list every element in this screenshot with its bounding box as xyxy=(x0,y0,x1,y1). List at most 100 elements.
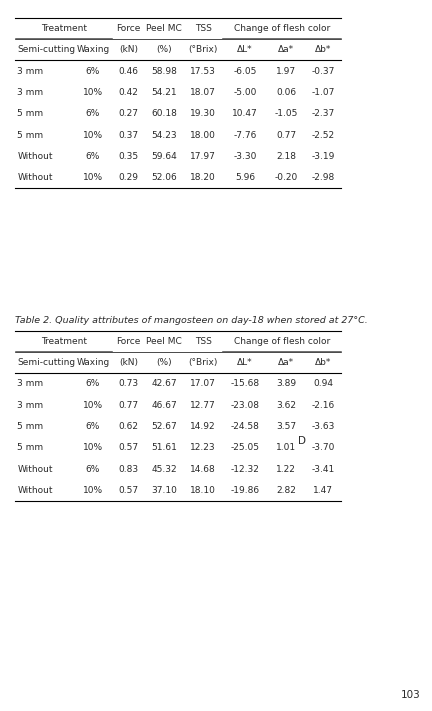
Text: -3.30: -3.30 xyxy=(233,152,257,161)
Text: 0.27: 0.27 xyxy=(118,109,139,118)
Text: 12.77: 12.77 xyxy=(190,401,216,410)
Text: -3.41: -3.41 xyxy=(311,465,334,474)
Text: -6.05: -6.05 xyxy=(233,67,257,75)
Text: (°Brix): (°Brix) xyxy=(188,46,218,54)
Text: 3.89: 3.89 xyxy=(276,380,296,388)
Text: 0.06: 0.06 xyxy=(276,88,296,97)
Text: 10%: 10% xyxy=(83,88,103,97)
Text: 2.18: 2.18 xyxy=(276,152,296,161)
Text: 5 mm: 5 mm xyxy=(17,444,43,452)
Text: (%): (%) xyxy=(156,46,172,54)
Text: 0.46: 0.46 xyxy=(118,67,139,75)
Text: -3.63: -3.63 xyxy=(311,422,335,431)
Text: 58.98: 58.98 xyxy=(151,67,177,75)
Text: 0.77: 0.77 xyxy=(118,401,139,410)
Text: 18.10: 18.10 xyxy=(190,486,216,495)
Text: Without: Without xyxy=(17,152,53,161)
Text: 60.18: 60.18 xyxy=(151,109,177,118)
Text: -1.05: -1.05 xyxy=(274,109,298,118)
Text: 10%: 10% xyxy=(83,401,103,410)
Text: D: D xyxy=(299,436,306,446)
Text: Treatment: Treatment xyxy=(41,337,87,346)
Text: 14.68: 14.68 xyxy=(190,465,216,474)
Text: Force: Force xyxy=(116,24,141,33)
Text: Δb*: Δb* xyxy=(315,46,331,54)
Text: 14.92: 14.92 xyxy=(190,422,216,431)
Text: TSS: TSS xyxy=(194,337,212,346)
Text: 3 mm: 3 mm xyxy=(17,380,43,388)
Text: 52.67: 52.67 xyxy=(151,422,177,431)
Text: 6%: 6% xyxy=(86,380,100,388)
Text: 3.62: 3.62 xyxy=(276,401,296,410)
Text: -23.08: -23.08 xyxy=(231,401,260,410)
Text: 10.47: 10.47 xyxy=(232,109,258,118)
Text: -3.70: -3.70 xyxy=(311,444,335,452)
Text: Change of flesh color: Change of flesh color xyxy=(234,24,330,33)
Text: 0.37: 0.37 xyxy=(118,131,139,139)
Text: Without: Without xyxy=(17,486,53,495)
Text: 0.35: 0.35 xyxy=(118,152,139,161)
Text: 18.07: 18.07 xyxy=(190,88,216,97)
Text: 3 mm: 3 mm xyxy=(17,67,43,75)
Text: -0.20: -0.20 xyxy=(275,173,298,182)
Text: (%): (%) xyxy=(156,358,172,367)
Text: 59.64: 59.64 xyxy=(151,152,177,161)
Text: -3.19: -3.19 xyxy=(311,152,335,161)
Text: 46.67: 46.67 xyxy=(151,401,177,410)
Text: Δb*: Δb* xyxy=(315,358,331,367)
Text: 10%: 10% xyxy=(83,444,103,452)
Text: 3.57: 3.57 xyxy=(276,422,296,431)
Text: Semi-cutting: Semi-cutting xyxy=(17,46,76,54)
Text: (kN): (kN) xyxy=(119,46,138,54)
Text: -12.32: -12.32 xyxy=(231,465,260,474)
Text: -2.16: -2.16 xyxy=(311,401,334,410)
Text: Waxing: Waxing xyxy=(76,358,109,367)
Text: Peel MC: Peel MC xyxy=(146,337,182,346)
Text: Semi-cutting: Semi-cutting xyxy=(17,358,76,367)
Text: -2.98: -2.98 xyxy=(311,173,334,182)
Text: -2.52: -2.52 xyxy=(311,131,334,139)
Text: 0.94: 0.94 xyxy=(313,380,333,388)
Text: 12.23: 12.23 xyxy=(190,444,216,452)
Text: -7.76: -7.76 xyxy=(233,131,257,139)
Text: 3 mm: 3 mm xyxy=(17,88,43,97)
Text: Waxing: Waxing xyxy=(76,46,109,54)
Text: 2.82: 2.82 xyxy=(276,486,296,495)
Text: 18.20: 18.20 xyxy=(190,173,216,182)
Text: 3 mm: 3 mm xyxy=(17,401,43,410)
Text: 5 mm: 5 mm xyxy=(17,109,43,118)
Text: 6%: 6% xyxy=(86,109,100,118)
Text: 42.67: 42.67 xyxy=(151,380,177,388)
Text: Without: Without xyxy=(17,173,53,182)
Text: -2.37: -2.37 xyxy=(311,109,334,118)
Text: 17.07: 17.07 xyxy=(190,380,216,388)
Text: 0.42: 0.42 xyxy=(118,88,139,97)
Text: 54.21: 54.21 xyxy=(151,88,177,97)
Text: 37.10: 37.10 xyxy=(151,486,177,495)
Text: Table 2. Quality attributes of mangosteen on day-18 when stored at 27°C.: Table 2. Quality attributes of mangostee… xyxy=(15,316,368,326)
Text: 45.32: 45.32 xyxy=(151,465,177,474)
Text: 1.01: 1.01 xyxy=(276,444,296,452)
Text: 51.61: 51.61 xyxy=(151,444,177,452)
Text: Peel MC: Peel MC xyxy=(146,24,182,33)
Text: 0.73: 0.73 xyxy=(118,380,139,388)
Text: -15.68: -15.68 xyxy=(231,380,260,388)
Text: 10%: 10% xyxy=(83,173,103,182)
Text: -1.07: -1.07 xyxy=(311,88,335,97)
Text: 0.77: 0.77 xyxy=(276,131,296,139)
Text: Δa*: Δa* xyxy=(278,358,294,367)
Text: 52.06: 52.06 xyxy=(151,173,177,182)
Text: 54.23: 54.23 xyxy=(151,131,177,139)
Text: Force: Force xyxy=(116,337,141,346)
Text: Without: Without xyxy=(17,465,53,474)
Text: 5.96: 5.96 xyxy=(235,173,255,182)
Text: ΔL*: ΔL* xyxy=(237,46,253,54)
Text: -25.05: -25.05 xyxy=(231,444,260,452)
Text: 0.29: 0.29 xyxy=(118,173,139,182)
Text: 1.22: 1.22 xyxy=(276,465,296,474)
Text: -19.86: -19.86 xyxy=(231,486,260,495)
Text: 103: 103 xyxy=(400,690,420,700)
Text: 6%: 6% xyxy=(86,465,100,474)
Text: 0.57: 0.57 xyxy=(118,486,139,495)
Text: 17.53: 17.53 xyxy=(190,67,216,75)
